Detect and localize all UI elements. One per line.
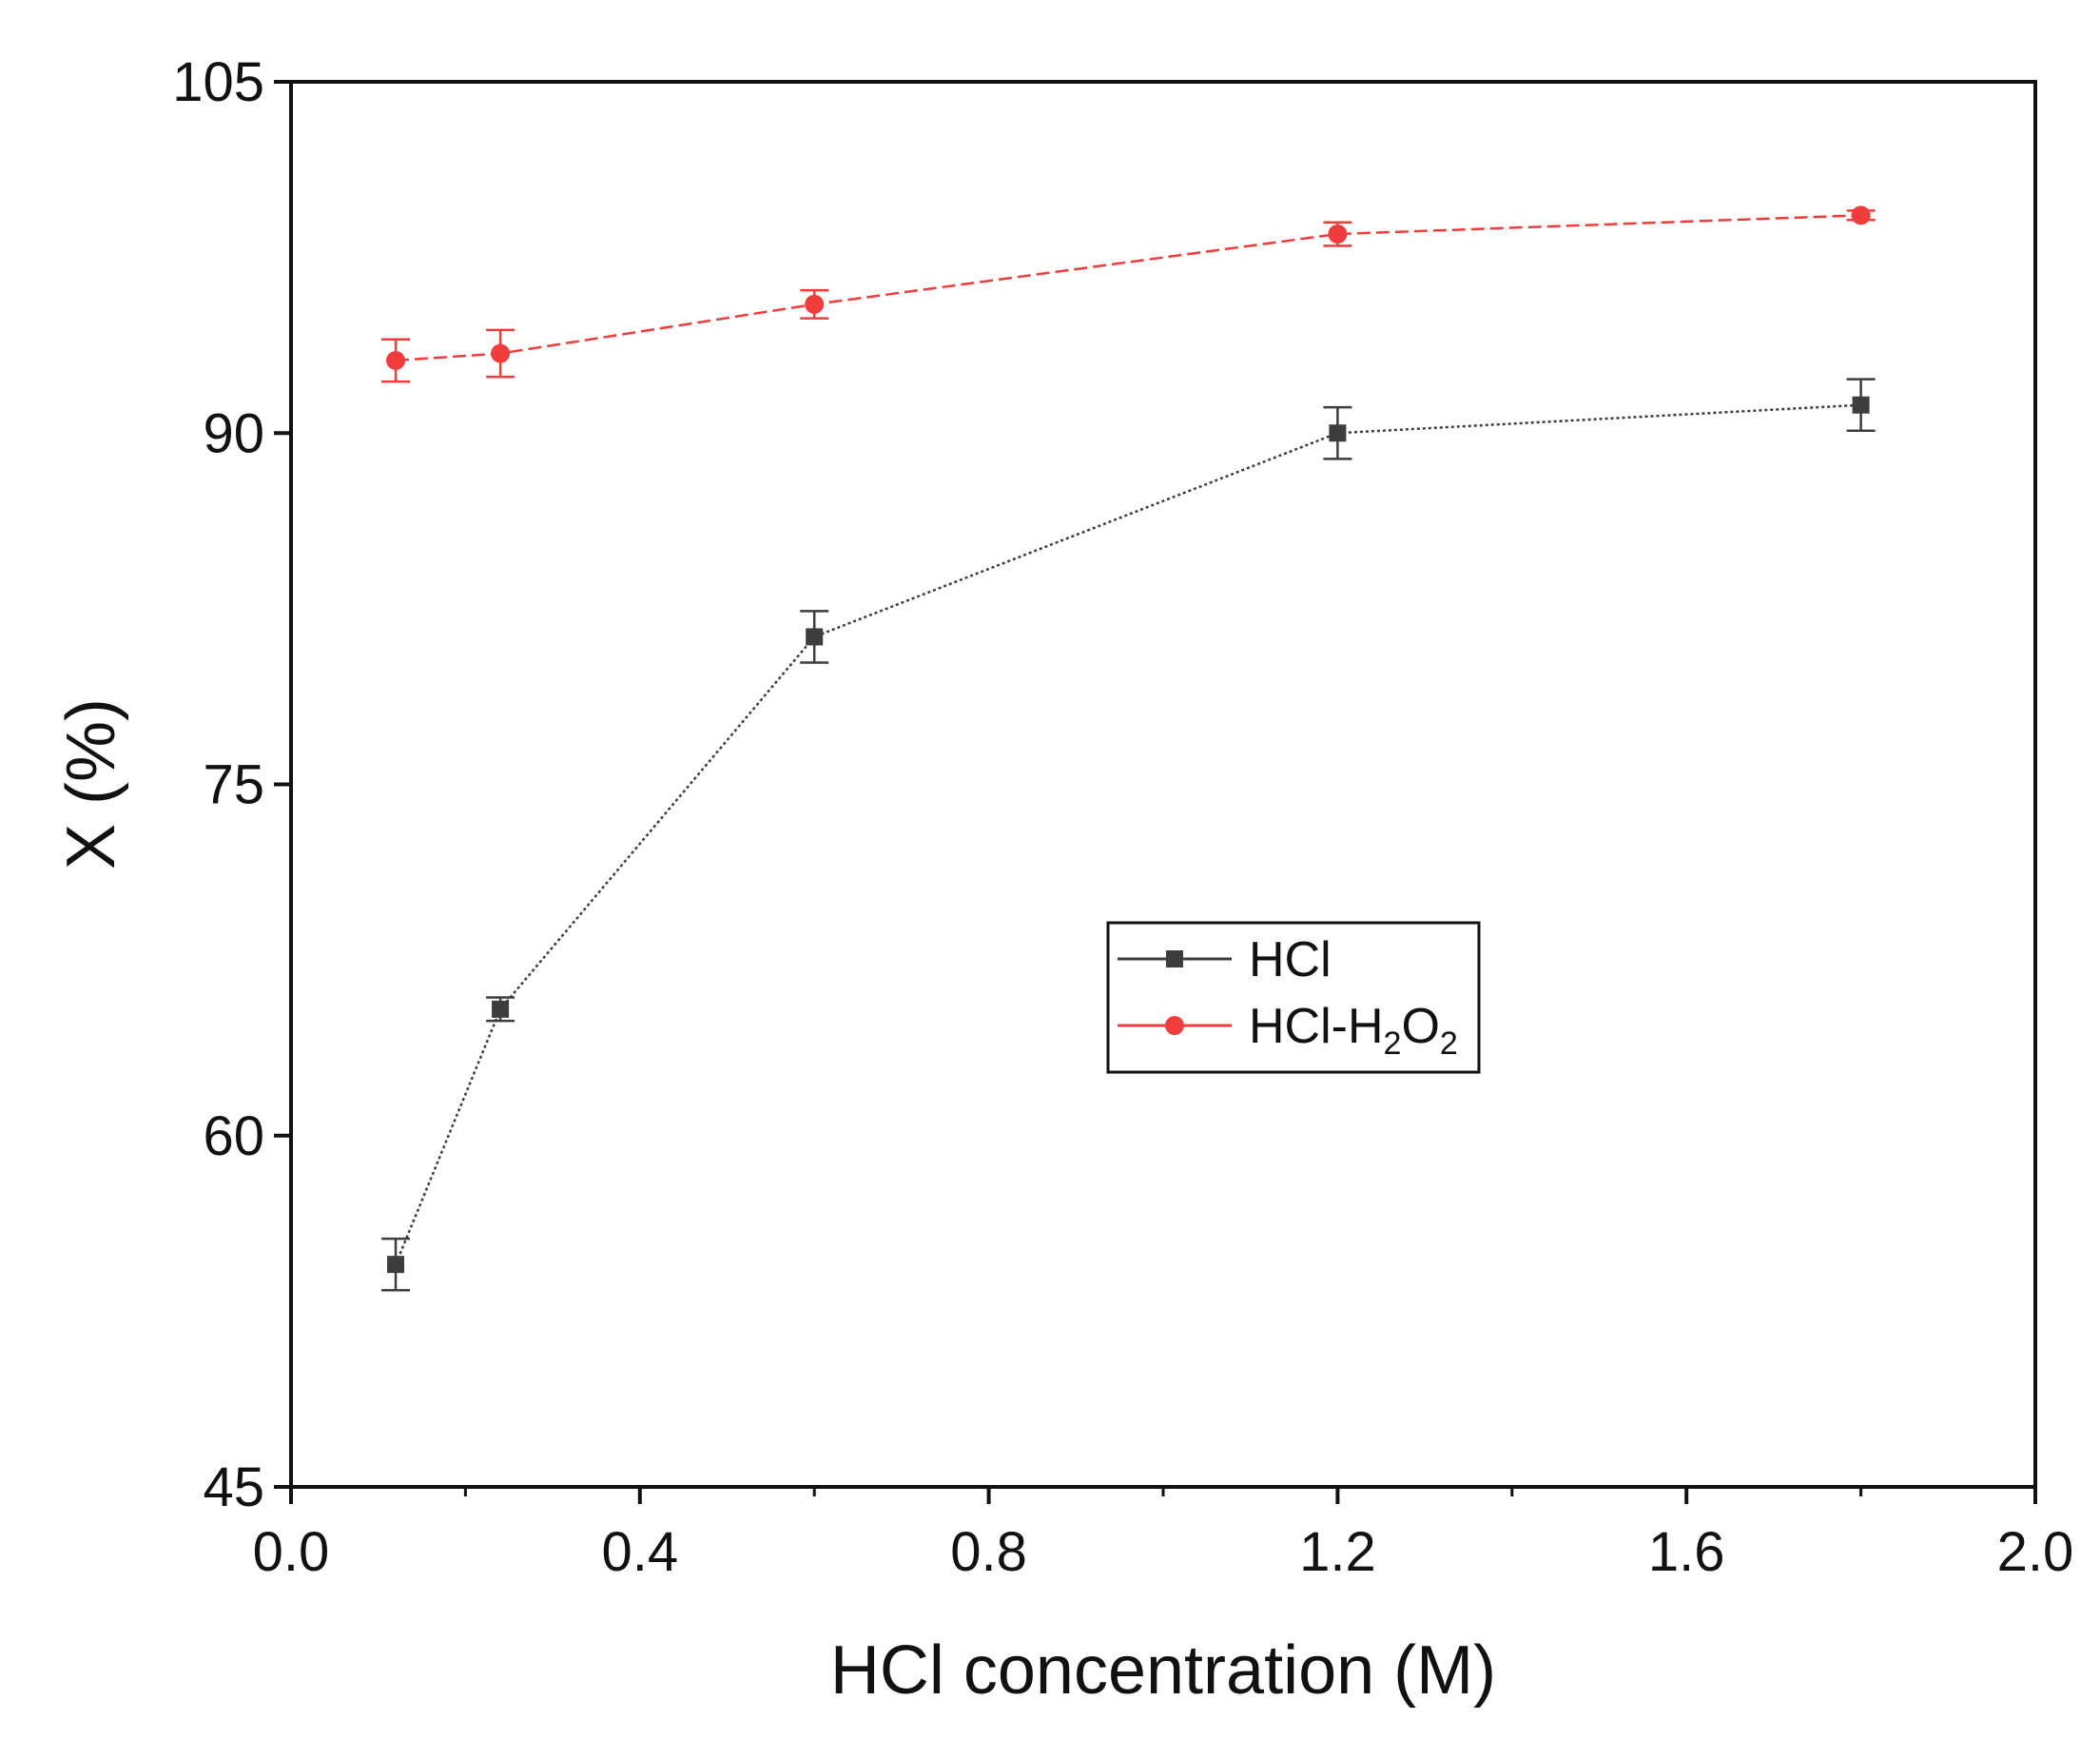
x-tick-label: 1.6 [1648,1521,1725,1583]
legend-label-hcl-h2o2: HCl-H2O2 [1249,999,1458,1062]
plot-frame [289,80,2037,1489]
legend-label-hcl: HCl [1249,932,1332,987]
x-axis-title: HCl concentration (M) [830,1632,1496,1709]
y-tick-label: 45 [203,1456,264,1518]
x-tick-label: 0.4 [601,1521,678,1583]
data-point-hcl-h2o2 [1851,205,1871,225]
data-point-hcl [492,1000,510,1018]
series-layer [381,205,1876,1292]
data-point-hcl-h2o2 [386,350,406,370]
legend-box [1106,921,1481,1074]
y-tick-label: 75 [203,754,264,816]
x-tick-label: 0.8 [950,1521,1027,1583]
x-tick-label: 0.0 [253,1521,330,1583]
x-tick-label: 1.2 [1299,1521,1376,1583]
data-point-hcl [806,628,824,646]
y-axis-ticks: 45 60 75 90 105 [172,51,291,1518]
legend-hcl-h-text: HCl-H [1249,999,1384,1054]
x-tick-label: 2.0 [1997,1521,2074,1583]
legend-sub-2: 2 [1440,1026,1458,1062]
y-axis-title: X (%) [53,698,129,870]
series-line-hcl [394,403,1861,1265]
legend-marker-hcl [1166,950,1183,967]
data-point-hcl-h2o2 [491,343,511,363]
legend-sub-1: 2 [1384,1026,1402,1062]
y-tick-label: 60 [203,1105,264,1167]
x-axis-ticks: 0.0 0.4 0.8 1.2 1.6 2.0 [253,1487,2074,1583]
y-tick-label: 105 [172,51,264,113]
data-point-hcl [387,1256,405,1274]
legend: HCl HCl-H2O2 [1106,921,1481,1074]
legend-o-text: O [1401,999,1439,1054]
data-point-hcl-h2o2 [805,294,825,314]
data-point-hcl-h2o2 [1328,225,1348,244]
y-tick-label: 90 [203,402,264,464]
series-line-hcl-h2o2 [395,214,1861,362]
data-point-hcl [1852,396,1870,414]
legend-marker-hcl-h2o2 [1165,1016,1184,1035]
data-point-hcl [1329,424,1347,442]
